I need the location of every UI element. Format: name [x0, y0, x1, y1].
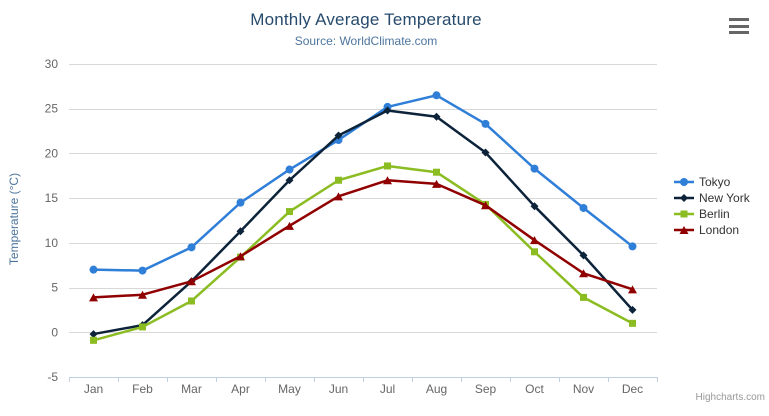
- data-point[interactable]: [187, 277, 196, 286]
- data-point[interactable]: [432, 112, 441, 121]
- data-point[interactable]: [481, 119, 490, 128]
- y-axis-tick-label: -5: [47, 370, 58, 384]
- data-point[interactable]: [335, 176, 342, 184]
- series-line-new-york[interactable]: [92, 109, 634, 336]
- data-point[interactable]: [530, 236, 539, 245]
- x-axis-tick-label: Mar: [181, 382, 202, 396]
- data-point[interactable]: [433, 168, 440, 176]
- x-axis-tick-label: Aug: [426, 382, 447, 396]
- data-point[interactable]: [334, 131, 343, 140]
- x-axis-tick-label: Feb: [132, 382, 153, 396]
- highcharts-credit[interactable]: Highcharts.com: [695, 392, 765, 403]
- data-point[interactable]: [432, 91, 441, 100]
- x-axis-tick-label: May: [278, 382, 301, 396]
- data-point[interactable]: [89, 330, 98, 339]
- data-point[interactable]: [236, 227, 245, 236]
- x-axis-tick-label: Jan: [84, 382, 103, 396]
- data-point[interactable]: [530, 202, 539, 211]
- data-point[interactable]: [90, 336, 97, 344]
- data-point[interactable]: [139, 323, 146, 331]
- data-point[interactable]: [629, 319, 636, 327]
- x-axis-tick-label: Dec: [622, 382, 643, 396]
- data-point[interactable]: [188, 297, 195, 305]
- data-point[interactable]: [383, 176, 392, 185]
- hamburger-bar: [729, 31, 749, 34]
- y-axis-tick-label: 20: [45, 146, 59, 160]
- x-axis-tick-label: Sep: [475, 382, 497, 396]
- legend-label: London: [699, 223, 740, 237]
- data-point[interactable]: [334, 192, 343, 201]
- y-axis-tick-label: 0: [51, 325, 58, 339]
- data-point[interactable]: [580, 293, 587, 301]
- legend-item-london[interactable]: London: [674, 224, 750, 236]
- hamburger-bar: [729, 24, 749, 28]
- legend-label: Tokyo: [699, 175, 731, 189]
- data-point[interactable]: [432, 179, 441, 188]
- data-point[interactable]: [481, 201, 490, 210]
- series-line-tokyo[interactable]: [92, 94, 634, 272]
- data-point[interactable]: [530, 164, 539, 173]
- chart-title: Monthly Average Temperature: [250, 10, 482, 29]
- hamburger-icon[interactable]: [727, 16, 753, 36]
- y-axis-title: Temperature (°C): [7, 172, 21, 266]
- data-point[interactable]: [628, 242, 637, 251]
- data-point[interactable]: [579, 203, 588, 212]
- data-point[interactable]: [531, 248, 538, 256]
- series-line-berlin[interactable]: [92, 164, 634, 342]
- y-axis-tick-label: 30: [45, 57, 59, 71]
- data-point[interactable]: [579, 251, 588, 260]
- data-point[interactable]: [285, 221, 294, 230]
- data-point[interactable]: [236, 198, 245, 207]
- y-axis-tick-label: 15: [45, 191, 59, 205]
- data-point[interactable]: [89, 293, 98, 302]
- data-point[interactable]: [89, 265, 98, 274]
- legend-label: Berlin: [699, 207, 730, 221]
- data-point[interactable]: [187, 243, 196, 252]
- data-point[interactable]: [138, 266, 147, 275]
- y-axis-tick-label: 10: [45, 236, 59, 250]
- data-point[interactable]: [384, 162, 391, 170]
- data-point[interactable]: [481, 148, 490, 157]
- x-axis-tick-label: Jul: [380, 382, 395, 396]
- legend-item-tokyo[interactable]: Tokyo: [674, 176, 750, 188]
- triangle-legend-marker-icon: [674, 226, 694, 234]
- y-axis-tick-label: 5: [51, 281, 58, 295]
- data-point[interactable]: [579, 269, 588, 278]
- legend-label: New York: [699, 191, 750, 205]
- chart-legend: Tokyo New York Berlin London: [674, 176, 750, 236]
- chart-subtitle: Source: WorldClimate.com: [294, 34, 438, 48]
- legend-item-berlin[interactable]: Berlin: [674, 208, 750, 220]
- data-point[interactable]: [285, 165, 294, 174]
- circle-legend-marker-icon: [674, 178, 694, 186]
- hamburger-bar: [729, 18, 749, 21]
- square-legend-marker-icon: [674, 210, 694, 218]
- x-axis-tick-label: Oct: [525, 382, 544, 396]
- legend-item-new-york[interactable]: New York: [674, 192, 750, 204]
- data-point[interactable]: [628, 305, 637, 314]
- x-axis-tick-label: Jun: [329, 382, 348, 396]
- x-axis-tick-label: Apr: [231, 382, 250, 396]
- data-point[interactable]: [285, 176, 294, 185]
- data-point[interactable]: [236, 252, 245, 261]
- x-axis-tick-label: Nov: [573, 382, 594, 396]
- data-point[interactable]: [383, 106, 392, 115]
- y-axis-tick-label: 25: [45, 102, 59, 116]
- data-point[interactable]: [628, 285, 637, 294]
- data-point[interactable]: [286, 208, 293, 216]
- diamond-legend-marker-icon: [674, 194, 694, 202]
- series-line-london[interactable]: [92, 179, 634, 299]
- data-point[interactable]: [138, 290, 147, 299]
